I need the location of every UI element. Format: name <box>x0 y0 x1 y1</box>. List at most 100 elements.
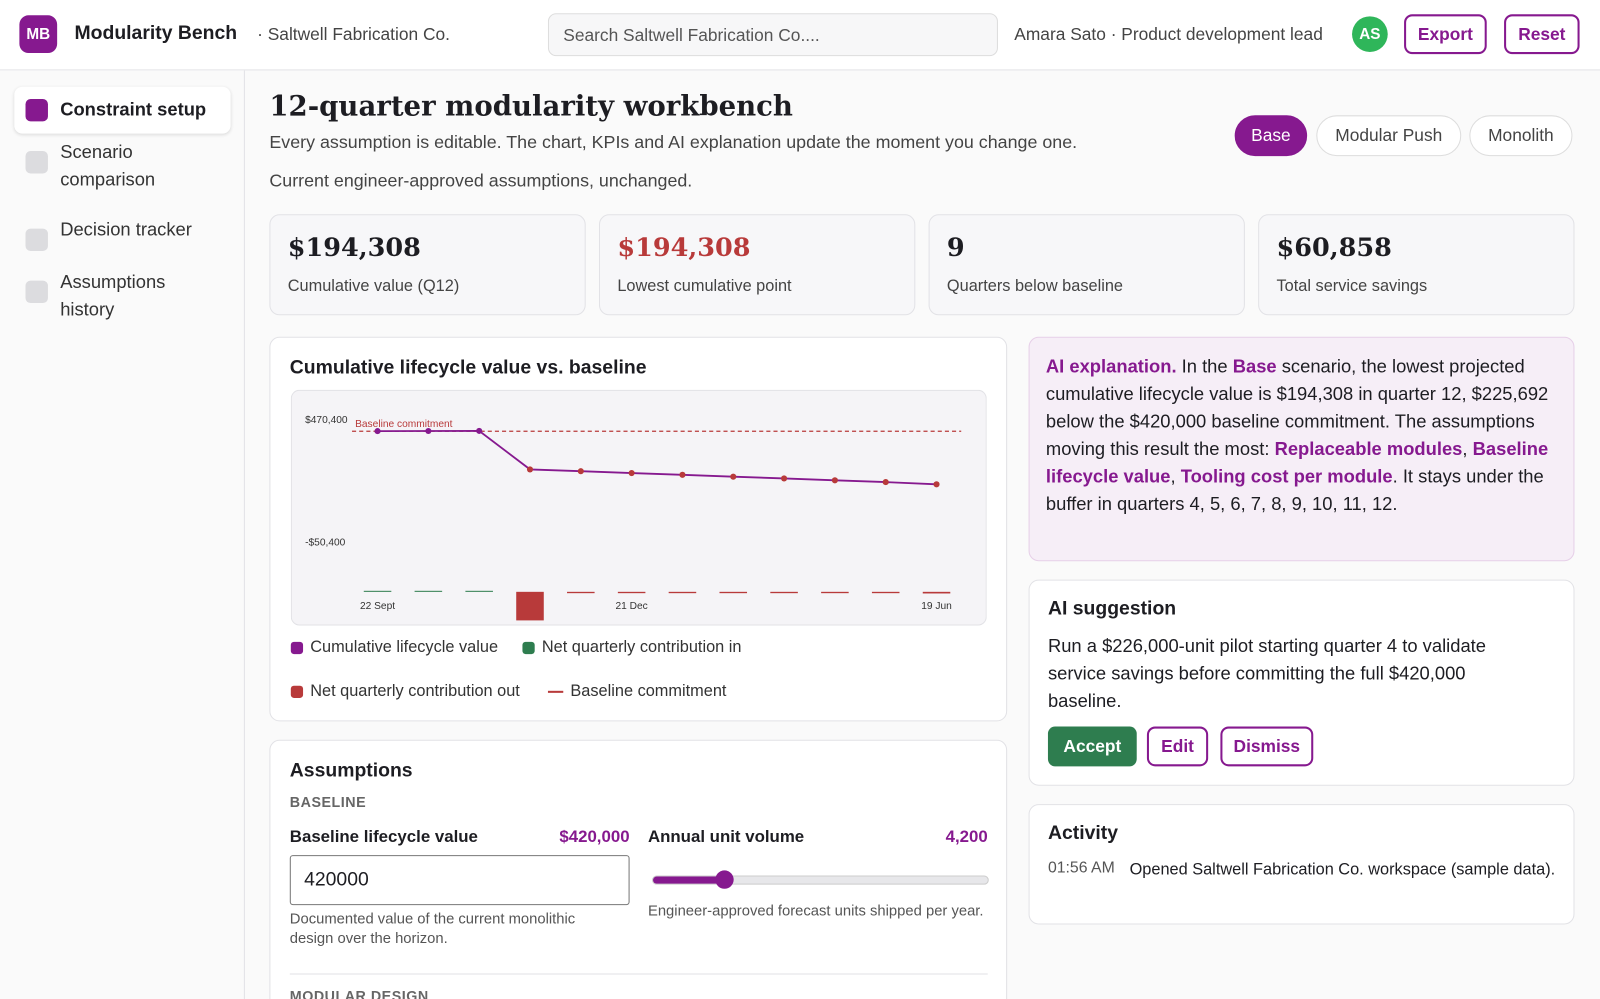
plot-area <box>290 389 987 626</box>
sidebar-label: Assumptions history <box>60 271 166 320</box>
legend-item: Net quarterly contribution in <box>522 639 741 657</box>
kpi-label: Quarters below baseline <box>946 277 1123 295</box>
point <box>425 427 432 435</box>
text: , <box>1170 466 1181 487</box>
kpi-label: Cumulative value (Q12) <box>287 277 460 295</box>
bar <box>922 591 951 594</box>
bar <box>719 591 748 594</box>
point <box>374 428 381 435</box>
legend-swatch <box>522 641 535 655</box>
point <box>730 473 737 480</box>
bar <box>821 591 849 594</box>
bar <box>465 590 493 592</box>
activity-title: Activity <box>1047 822 1118 844</box>
highlight: Base <box>1232 356 1277 377</box>
field-label: Baseline lifecycle value <box>289 827 478 846</box>
highlight: Tooling cost per module <box>1180 466 1393 487</box>
chart: $470,400 -$50,400 Baseline commitment 22 Se… <box>290 389 987 626</box>
bar <box>414 590 443 592</box>
field-help: Engineer-approved forecast units shipped… <box>647 903 984 920</box>
reset-button[interactable]: Reset <box>1504 14 1580 55</box>
kpi-card: $194,308 Lowest cumulative point <box>598 214 916 316</box>
legend-label: Net quarterly contribution out <box>310 682 520 700</box>
point <box>577 468 584 475</box>
avatar[interactable]: AS <box>1352 16 1388 53</box>
point <box>781 475 788 482</box>
ai-suggestion-card: AI suggestion Run a $226,000-unit pilot … <box>1028 579 1575 786</box>
activity-card: Activity 01:56 AM Opened Saltwell Fabric… <box>1028 804 1575 925</box>
chart-title: Cumulative lifecycle value vs. baseline <box>289 357 647 379</box>
field-label: Annual unit volume <box>647 827 805 846</box>
divider <box>289 973 988 975</box>
point <box>882 479 889 486</box>
sidebar-item[interactable]: Constraint setup <box>14 86 231 134</box>
legend-swatch <box>290 685 304 698</box>
legend-swatch <box>290 641 304 655</box>
org-name: · Saltwell Fabrication Co. <box>257 24 450 44</box>
scenario-tab[interactable]: Monolith <box>1469 115 1573 157</box>
text: . It stays under the buffer in quarters … <box>1045 466 1544 515</box>
sidebar-label: Constraint setup <box>60 98 207 120</box>
legend-item: Baseline commitment <box>547 683 726 701</box>
sidebar-item[interactable]: Decision tracker <box>14 216 230 263</box>
legend-item: Net quarterly contribution out <box>290 682 520 701</box>
sidebar-item[interactable]: Assumptions history <box>14 268 230 341</box>
bar <box>516 591 544 621</box>
search-placeholder: Search Saltwell Fabrication Co.... <box>563 25 820 45</box>
point <box>476 427 483 434</box>
kpi-label: Lowest cumulative point <box>617 277 792 295</box>
page-title: 12-quarter modularity workbench <box>269 90 793 123</box>
x-tick-label: 21 Dec <box>615 601 647 612</box>
y-tick-label: $470,400 <box>305 415 348 426</box>
ai-explanation: AI explanation. In the Base scenario, th… <box>1046 353 1561 518</box>
x-tick-label: 19 Jun <box>921 601 952 612</box>
legend-item: Cumulative lifecycle value <box>290 639 498 657</box>
scenario-tab[interactable]: Base <box>1234 115 1308 157</box>
export-button[interactable]: Export <box>1404 14 1487 55</box>
sidebar-item[interactable]: Scenario comparison <box>14 139 230 212</box>
dismiss-button[interactable]: Dismiss <box>1220 726 1314 767</box>
accept-button[interactable]: Accept <box>1047 726 1137 767</box>
activity-text: Opened Saltwell Fabrication Co. workspac… <box>1129 861 1556 879</box>
text: , <box>1462 438 1473 460</box>
bar <box>567 591 595 594</box>
scenario-tab[interactable]: Modular Push <box>1316 115 1462 157</box>
baseline-label: Baseline commitment <box>355 419 453 430</box>
user: Amara Sato · Product development lead <box>1014 24 1323 44</box>
sidebar: Constraint setup Scenario comparison Decis… <box>0 70 245 999</box>
field-value: $420,000 <box>559 827 630 846</box>
highlight: Replaceable modules <box>1274 438 1463 460</box>
chart-card: Cumulative lifecycle value vs. baseline … <box>269 336 1008 722</box>
highlight: AI explanation. <box>1045 356 1177 377</box>
bar <box>770 591 798 594</box>
status: Current engineer-approved assumptions, u… <box>269 170 693 191</box>
logo: MB <box>19 15 58 54</box>
text: In the <box>1176 356 1233 377</box>
edit-button[interactable]: Edit <box>1146 726 1209 767</box>
suggestion-title: AI suggestion <box>1047 597 1177 620</box>
legend-label: Net quarterly contribution in <box>541 638 742 657</box>
point <box>526 466 534 473</box>
section-label: MODULAR DESIGN <box>289 987 429 999</box>
assumptions-title: Assumptions <box>289 760 413 782</box>
field-value: 4,200 <box>945 827 988 846</box>
kpi-value: $194,308 <box>617 232 751 263</box>
kpi-card: $194,308 Cumulative value (Q12) <box>269 214 586 316</box>
field-input[interactable]: 420000 <box>289 855 630 906</box>
slider-track[interactable] <box>652 870 989 889</box>
kpi-label: Total service savings <box>1276 277 1428 295</box>
legend-swatch <box>547 690 564 693</box>
y-tick-label: -$50,400 <box>305 537 346 548</box>
bar <box>363 590 392 592</box>
line <box>377 429 937 486</box>
search[interactable]: Search Saltwell Fabrication Co.... <box>547 13 998 57</box>
bar <box>617 591 646 594</box>
kpi-value: $194,308 <box>287 232 421 263</box>
point <box>679 471 686 478</box>
slider-thumb[interactable] <box>715 870 734 889</box>
ai-explanation-card: AI explanation. In the Base scenario, th… <box>1028 336 1575 562</box>
highlight: Baseline lifecycle value <box>1045 438 1549 487</box>
slider-fill <box>653 876 725 884</box>
